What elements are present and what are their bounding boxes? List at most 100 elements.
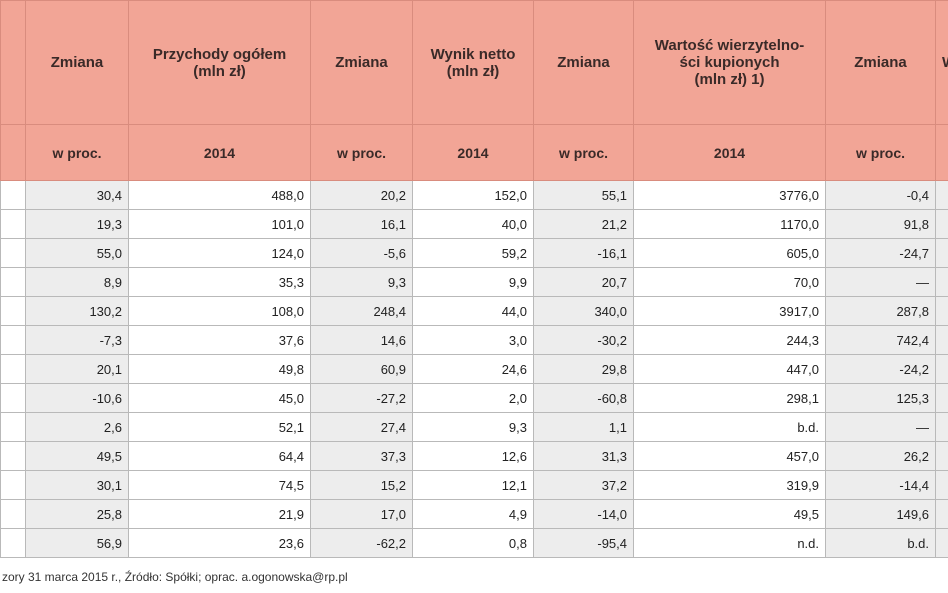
header-row: Zmiana Przychody ogółem (mln zł) Zmiana Wyni… — [0, 0, 948, 125]
cell: 9,3 — [412, 412, 534, 442]
cell: 101,0 — [128, 209, 311, 239]
cell — [0, 354, 26, 384]
cell: 298,1 — [633, 383, 826, 413]
data-row: 56,9 23,6 -62,2 0,8 -95,4 n.d. b.d. — [0, 528, 948, 558]
cell: 447,0 — [633, 354, 826, 384]
cell: 37,2 — [533, 470, 634, 500]
cell — [0, 470, 26, 500]
cell — [0, 383, 26, 413]
cell: 35,3 — [128, 267, 311, 297]
cell: 1170,0 — [633, 209, 826, 239]
data-row: -10,6 45,0 -27,2 2,0 -60,8 298,1 125,3 — [0, 383, 948, 413]
header-line: Przychody ogółem — [152, 45, 287, 63]
cell: -0,4 — [825, 180, 936, 210]
cell: 40,0 — [412, 209, 534, 239]
header-line: Zmiana — [50, 54, 104, 71]
cell: — — [825, 412, 936, 442]
cell: 4,9 — [412, 499, 534, 529]
cell: 124,0 — [128, 238, 311, 268]
cell — [0, 412, 26, 442]
cell: b.d. — [825, 528, 936, 558]
cell: n.d. — [633, 528, 826, 558]
subheader-cell — [935, 124, 948, 181]
cell: 23,6 — [128, 528, 311, 558]
data-table: Zmiana Przychody ogółem (mln zł) Zmiana Wyni… — [0, 0, 948, 558]
cell — [0, 499, 26, 529]
cell: 125,3 — [825, 383, 936, 413]
cell: 59,2 — [412, 238, 534, 268]
cell: 9,9 — [412, 267, 534, 297]
cell — [0, 325, 26, 355]
header-cell: Zmiana — [825, 0, 936, 125]
cell: 55,1 — [533, 180, 634, 210]
cell: 30,1 — [25, 470, 129, 500]
cell — [935, 267, 948, 297]
header-line: Zmiana — [335, 54, 388, 71]
subheader-cell: 2014 — [633, 124, 826, 181]
data-row: 55,0 124,0 -5,6 59,2 -16,1 605,0 -24,7 — [0, 238, 948, 268]
cell: 27,4 — [310, 412, 413, 442]
cell: -60,8 — [533, 383, 634, 413]
header-line: Wartość wierzytelno- — [654, 37, 805, 54]
subheader-cell: w proc. — [310, 124, 413, 181]
data-row: 130,2 108,0 248,4 44,0 340,0 3917,0 287,8 — [0, 296, 948, 326]
cell: 91,8 — [825, 209, 936, 239]
cell: — — [825, 267, 936, 297]
cell: 12,6 — [412, 441, 534, 471]
cell: 319,9 — [633, 470, 826, 500]
cell: -5,6 — [310, 238, 413, 268]
cell: 20,7 — [533, 267, 634, 297]
source-note: zory 31 marca 2015 r., Źródło: Spółki; o… — [2, 570, 348, 584]
header-line: Zmiana — [854, 54, 907, 71]
cell — [0, 296, 26, 326]
cell — [935, 180, 948, 210]
subheader-cell: w proc. — [25, 124, 129, 181]
cell: 30,4 — [25, 180, 129, 210]
cell — [0, 209, 26, 239]
data-row: 49,5 64,4 37,3 12,6 31,3 457,0 26,2 — [0, 441, 948, 471]
cell: 52,1 — [128, 412, 311, 442]
data-row: 25,8 21,9 17,0 4,9 -14,0 49,5 149,6 — [0, 499, 948, 529]
cell: 74,5 — [128, 470, 311, 500]
cell: 1,1 — [533, 412, 634, 442]
cell — [0, 528, 26, 558]
cell: 25,8 — [25, 499, 129, 529]
cell: 108,0 — [128, 296, 311, 326]
cell: 742,4 — [825, 325, 936, 355]
subheader-cell: w proc. — [825, 124, 936, 181]
cell: 340,0 — [533, 296, 634, 326]
cell: 56,9 — [25, 528, 129, 558]
cell — [935, 354, 948, 384]
cell: 21,9 — [128, 499, 311, 529]
cell: 20,1 — [25, 354, 129, 384]
cell: -95,4 — [533, 528, 634, 558]
header-line: (mln zł) — [193, 62, 246, 80]
header-line: (mln zł) — [446, 62, 500, 80]
header-cell: Zmiana — [25, 0, 129, 125]
cell — [935, 296, 948, 326]
cell: 19,3 — [25, 209, 129, 239]
cell — [935, 470, 948, 500]
data-row: -7,3 37,6 14,6 3,0 -30,2 244,3 742,4 — [0, 325, 948, 355]
cell — [935, 412, 948, 442]
header-cell: Zmiana — [310, 0, 413, 125]
cell: -24,2 — [825, 354, 936, 384]
cell: 37,6 — [128, 325, 311, 355]
data-row: 30,1 74,5 15,2 12,1 37,2 319,9 -14,4 — [0, 470, 948, 500]
cell: 45,0 — [128, 383, 311, 413]
cell: 488,0 — [128, 180, 311, 210]
cell — [935, 209, 948, 239]
header-cell: Zmiana — [533, 0, 634, 125]
cell: b.d. — [633, 412, 826, 442]
subheader-cell: 2014 — [412, 124, 534, 181]
cell — [0, 180, 26, 210]
cell: 12,1 — [412, 470, 534, 500]
cell: -62,2 — [310, 528, 413, 558]
cell — [0, 238, 26, 268]
cell: 21,2 — [533, 209, 634, 239]
cell: 70,0 — [633, 267, 826, 297]
cell: -10,6 — [25, 383, 129, 413]
cell: 26,2 — [825, 441, 936, 471]
cell: -14,0 — [533, 499, 634, 529]
